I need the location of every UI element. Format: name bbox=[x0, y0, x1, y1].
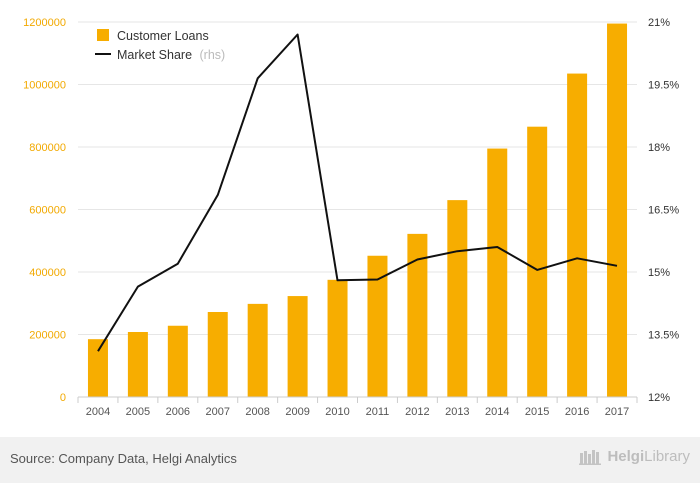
market-share-line-group bbox=[97, 33, 618, 352]
right-tick-label: 19.5% bbox=[648, 80, 679, 92]
x-tick-label: 2004 bbox=[86, 406, 110, 418]
right-tick-label: 15% bbox=[648, 267, 670, 279]
left-tick-label: 1200000 bbox=[23, 17, 66, 29]
loan-bars bbox=[87, 23, 628, 397]
brand-prefix: Helgi bbox=[607, 448, 645, 465]
right-axis: 12% 13.5% 15% 16.5% 18% 19.5% 21% bbox=[648, 17, 679, 404]
loan-bar bbox=[247, 303, 268, 397]
left-tick-label: 1000000 bbox=[23, 80, 66, 92]
combo-chart: 020000040000060000080000010000001200000 … bbox=[23, 17, 679, 418]
legend-share-text: Market Share (rhs) bbox=[117, 48, 225, 62]
x-axis: 2004 2005 2006 2007 2008 2009 2010 2011 2012 2013… bbox=[77, 396, 638, 418]
x-tick-label: 2008 bbox=[245, 406, 269, 418]
left-tick-label: 0 bbox=[60, 392, 66, 404]
footer: Source: Company Data, Helgi Analytics He… bbox=[0, 437, 700, 483]
x-tick-label: 2010 bbox=[325, 406, 349, 418]
left-tick-label: 400000 bbox=[29, 267, 66, 279]
loan-bar bbox=[127, 332, 148, 397]
right-tick-label: 12% bbox=[648, 392, 670, 404]
loan-bar bbox=[167, 325, 188, 397]
left-tick-label: 600000 bbox=[29, 205, 66, 217]
x-tick-label: 2011 bbox=[366, 406, 390, 418]
legend-loans-swatch bbox=[97, 29, 109, 41]
loan-bar bbox=[367, 255, 388, 397]
right-tick-label: 21% bbox=[648, 17, 670, 29]
legend-share-suffix: (rhs) bbox=[200, 48, 226, 62]
x-tick-label: 2013 bbox=[445, 406, 469, 418]
right-tick-label: 16.5% bbox=[648, 205, 679, 217]
x-tick-label: 2015 bbox=[525, 406, 549, 418]
x-tick-label: 2017 bbox=[605, 406, 629, 418]
loan-bar bbox=[407, 233, 428, 397]
legend[interactable]: Customer Loans Market Share (rhs) bbox=[95, 29, 225, 62]
market-share-line bbox=[97, 33, 618, 352]
loan-bar bbox=[327, 279, 348, 397]
legend-share-label: Market Share bbox=[117, 48, 192, 62]
loan-bar bbox=[87, 339, 108, 397]
x-tick-label: 2006 bbox=[166, 406, 190, 418]
source-note: Source: Company Data, Helgi Analytics bbox=[10, 451, 237, 466]
loan-bar bbox=[447, 200, 468, 397]
loan-bar bbox=[607, 23, 628, 397]
brand-logo[interactable]: Helgi Library bbox=[579, 448, 690, 465]
left-axis: 0 200000 400000 600000 800000 1000000 1200000 bbox=[23, 17, 66, 404]
loan-bar bbox=[567, 73, 588, 397]
left-tick-label: 200000 bbox=[29, 330, 66, 342]
grid-lines bbox=[78, 21, 637, 398]
loan-bar bbox=[527, 126, 548, 397]
right-tick-label: 18% bbox=[648, 142, 670, 154]
brand-suffix: Library bbox=[644, 448, 690, 465]
left-tick-label: 800000 bbox=[29, 142, 66, 154]
x-tick-label: 2014 bbox=[485, 406, 509, 418]
loan-bar bbox=[207, 312, 228, 397]
loan-bar bbox=[287, 296, 308, 397]
x-tick-label: 2012 bbox=[405, 406, 429, 418]
x-tick-label: 2007 bbox=[206, 406, 230, 418]
loan-bar bbox=[487, 148, 508, 397]
right-tick-label: 13.5% bbox=[648, 330, 679, 342]
x-tick-label: 2005 bbox=[126, 406, 150, 418]
legend-loans-label: Customer Loans bbox=[117, 29, 209, 43]
x-tick-label: 2016 bbox=[565, 406, 589, 418]
library-books-icon bbox=[579, 449, 602, 465]
x-tick-label: 2009 bbox=[285, 406, 309, 418]
